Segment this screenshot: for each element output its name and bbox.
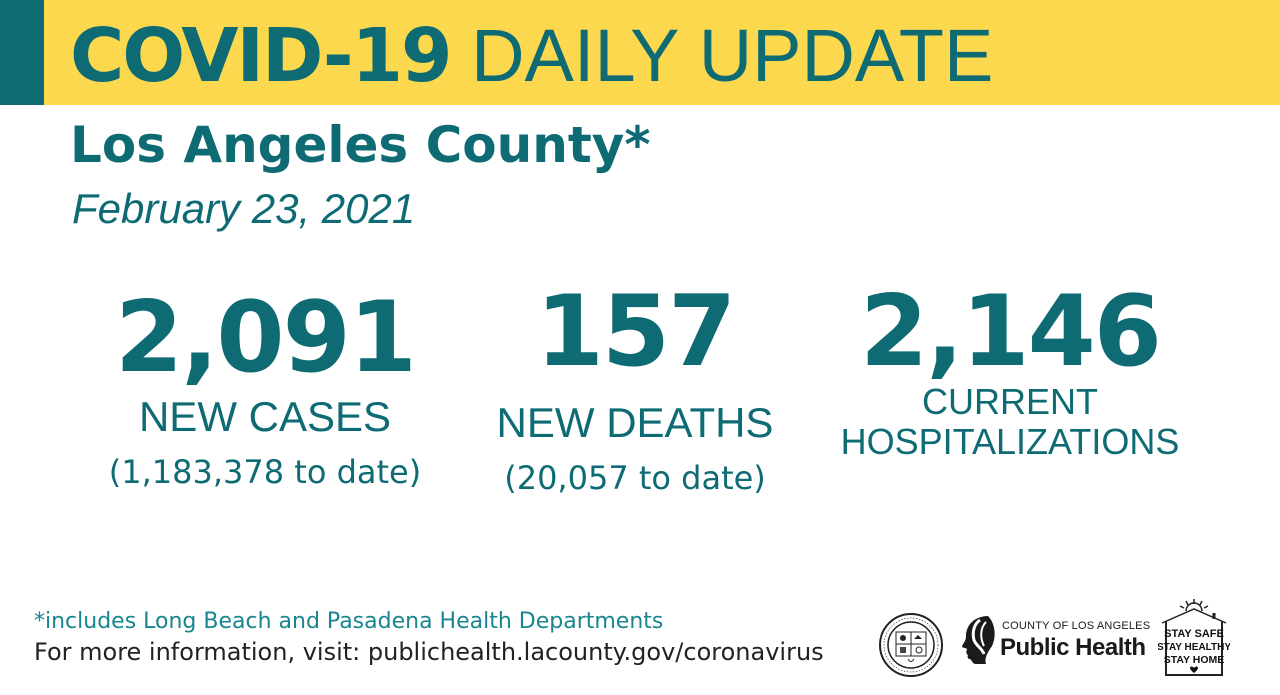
title-bold: COVID-19 xyxy=(70,13,453,99)
new-deaths-value: 157 xyxy=(535,275,737,389)
stay-safe-house-icon: STAY SAFE STAY HEALTHY STAY HOME xyxy=(1158,599,1230,676)
banner-accent-bar xyxy=(0,0,44,105)
county-seal-icon xyxy=(879,613,943,677)
title-regular: DAILY UPDATE xyxy=(471,14,994,97)
stay-healthy-line: STAY HEALTHY xyxy=(1158,642,1230,653)
public-health-logo: COUNTY OF LOS ANGELES Public Health xyxy=(958,612,1151,668)
footnote: *includes Long Beach and Pasadena Health… xyxy=(34,609,664,634)
more-info-text: For more information, visit: publichealt… xyxy=(34,638,824,666)
new-cases-label: NEW CASES xyxy=(138,393,392,440)
header-banner: COVID-19 DAILY UPDATE xyxy=(0,0,1280,105)
deaths-to-date: (20,057 to date) xyxy=(504,459,766,497)
stat-hospitalizations: 2,146 CURRENT HOSPITALIZATIONS xyxy=(840,282,1180,462)
new-deaths-label: NEW DEATHS xyxy=(496,399,774,446)
public-health-face-icon xyxy=(962,616,995,664)
cases-to-date: (1,183,378 to date) xyxy=(108,453,422,491)
hospitalizations-label-line2: HOSPITALIZATIONS xyxy=(840,421,1180,462)
page-title: COVID-19 DAILY UPDATE xyxy=(70,13,994,99)
stay-home-line: STAY HOME xyxy=(1164,654,1225,666)
public-health-name: Public Health xyxy=(1000,634,1146,661)
public-health-county: COUNTY OF LOS ANGELES xyxy=(1002,620,1151,632)
hospitalizations-label-line1: CURRENT xyxy=(922,381,1098,422)
stay-safe-line: STAY SAFE xyxy=(1164,628,1224,640)
new-cases-value: 2,091 xyxy=(115,281,417,395)
stat-new-cases: 2,091 NEW CASES (1,183,378 to date) xyxy=(100,288,430,492)
hospitalizations-value: 2,146 xyxy=(860,275,1162,389)
report-date: February 23, 2021 xyxy=(72,185,416,232)
stat-new-deaths: 157 NEW DEATHS (20,057 to date) xyxy=(470,282,800,498)
region-name: Los Angeles County* xyxy=(70,116,651,174)
